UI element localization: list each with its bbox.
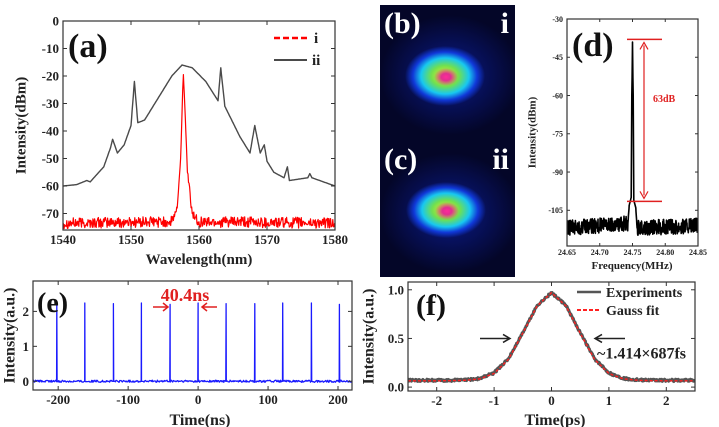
- legend-label-i: i: [314, 31, 318, 47]
- arrow-right-icon: [480, 333, 512, 344]
- x-tick-label: 1580: [322, 232, 348, 247]
- chart-f: -2 -1 0 1 2 0.0 0.5 1.0 Time(ps) Intensity(a.u.) (…: [361, 281, 696, 427]
- y-tick-label: 2: [23, 304, 30, 319]
- legend: Experiments Gauss fit: [577, 286, 683, 319]
- y-axis-label: Intensity(a.u.): [361, 288, 378, 384]
- y-tick-label: 0: [53, 14, 60, 29]
- y-tick-label: 0.5: [388, 331, 405, 346]
- y-tick-label: -30: [552, 15, 563, 24]
- pulse-width-label: ~1.414×687fs: [597, 345, 686, 362]
- series-line-ii: [63, 64, 335, 187]
- x-tick-label: 2: [663, 393, 670, 408]
- y-tick-label: -105: [548, 206, 563, 215]
- y-tick-label: 0.0: [388, 380, 404, 395]
- x-tick-label: 24.80: [656, 248, 674, 257]
- panel-label: (e): [37, 288, 68, 319]
- state-label-ii: ii: [492, 143, 509, 176]
- arrow-left-icon: [593, 333, 625, 344]
- y-tick-label: -45: [552, 53, 563, 62]
- series-line-i: [63, 73, 335, 230]
- x-tick-label: 1540: [50, 232, 76, 247]
- y-tick-label: -60: [42, 179, 59, 194]
- arrow-left-icon: [200, 302, 217, 312]
- snr-label: 63dB: [653, 94, 676, 105]
- x-tick-label: -2: [431, 393, 442, 408]
- x-axis-label: Frequency(MHz): [591, 260, 672, 272]
- x-tick-label: 24.70: [591, 248, 609, 257]
- series-line-gauss-fit: [408, 292, 695, 382]
- x-tick-label: 0: [548, 393, 555, 408]
- y-axis-label: Intensity(dBm): [13, 77, 29, 175]
- y-tick-label: -30: [42, 96, 59, 111]
- y-tick-label: -10: [42, 41, 59, 56]
- x-tick-label: -100: [116, 392, 140, 407]
- y-tick-label: -75: [552, 130, 563, 139]
- series-line-pulse-train: [33, 302, 352, 383]
- y-tick-label: -20: [42, 69, 59, 84]
- x-tick-label: 24.75: [624, 248, 642, 257]
- plot-area: [408, 291, 695, 383]
- y-tick-label: -40: [42, 124, 59, 139]
- panel-label: (d): [572, 27, 614, 64]
- x-tick-label: 1570: [254, 232, 280, 247]
- legend-label-gauss-fit: Gauss fit: [606, 304, 660, 319]
- x-tick-label: 24.65: [558, 248, 576, 257]
- x-tick-label: -1: [489, 393, 500, 408]
- y-tick-label: -70: [42, 206, 59, 221]
- x-axis-label: Wavelength(nm): [146, 252, 253, 268]
- y-axis-label: Intensity(a.u.): [2, 287, 19, 383]
- y-axis-label: Intensity(dBm): [527, 96, 539, 168]
- state-label-i: i: [500, 7, 509, 40]
- series-line-rf-spectrum: [567, 41, 698, 236]
- x-axis-label: Time(ns): [169, 412, 230, 427]
- axes-frame: [32, 280, 353, 391]
- panel-label-b: (b): [384, 7, 421, 40]
- x-tick-label: 1: [606, 393, 613, 408]
- panel-label-c: (c): [384, 143, 418, 176]
- y-tick-label: 1: [23, 339, 30, 354]
- chart-e: -200 -100 0 100 200 0 1 2 Time(ns) Intensity(a.u.…: [2, 280, 353, 427]
- x-axis-label: Time(ps): [524, 412, 585, 427]
- legend-label-experiments: Experiments: [606, 286, 683, 301]
- plot-area: [567, 41, 698, 236]
- legend-label-ii: ii: [312, 53, 320, 69]
- y-tick-label: 0: [23, 374, 30, 389]
- arrow-head-down-icon: [639, 191, 649, 200]
- x-tick-label: 200: [328, 392, 348, 407]
- plot-area: [33, 302, 352, 383]
- legend: iii: [274, 31, 320, 69]
- arrow-head-up-icon: [639, 41, 649, 50]
- chart-a: 1540 1550 1560 1570 1580 0 -10 -20 -30 -40 -50 -60 -…: [13, 14, 348, 268]
- y-tick-label: -50: [42, 151, 59, 166]
- period-label: 40.4ns: [161, 285, 210, 305]
- y-tick-label: 1.0: [388, 282, 404, 297]
- plot-area: [63, 64, 335, 230]
- panel-label: (f): [416, 289, 446, 322]
- arrow-right-icon: [153, 302, 170, 312]
- x-tick-label: 0: [195, 392, 202, 407]
- beam-profile-image-b: (b) i: [380, 5, 515, 141]
- x-tick-label: 100: [258, 392, 278, 407]
- y-tick-label: -60: [552, 91, 563, 100]
- x-tick-label: 24.85: [689, 248, 707, 257]
- beam-spot: [380, 5, 515, 141]
- y-tick-label: -90: [552, 168, 563, 177]
- chart-d: 24.65 24.70 24.75 24.80 24.85 -30 -45 -60 -75 -90…: [527, 15, 707, 272]
- beam-profile-image-c: (c) ii: [380, 141, 515, 277]
- beam-spot: [380, 141, 515, 277]
- x-tick-label: -200: [46, 392, 70, 407]
- x-tick-label: 1560: [186, 232, 212, 247]
- panel-label: (a): [68, 28, 108, 65]
- x-tick-label: 1550: [118, 232, 144, 247]
